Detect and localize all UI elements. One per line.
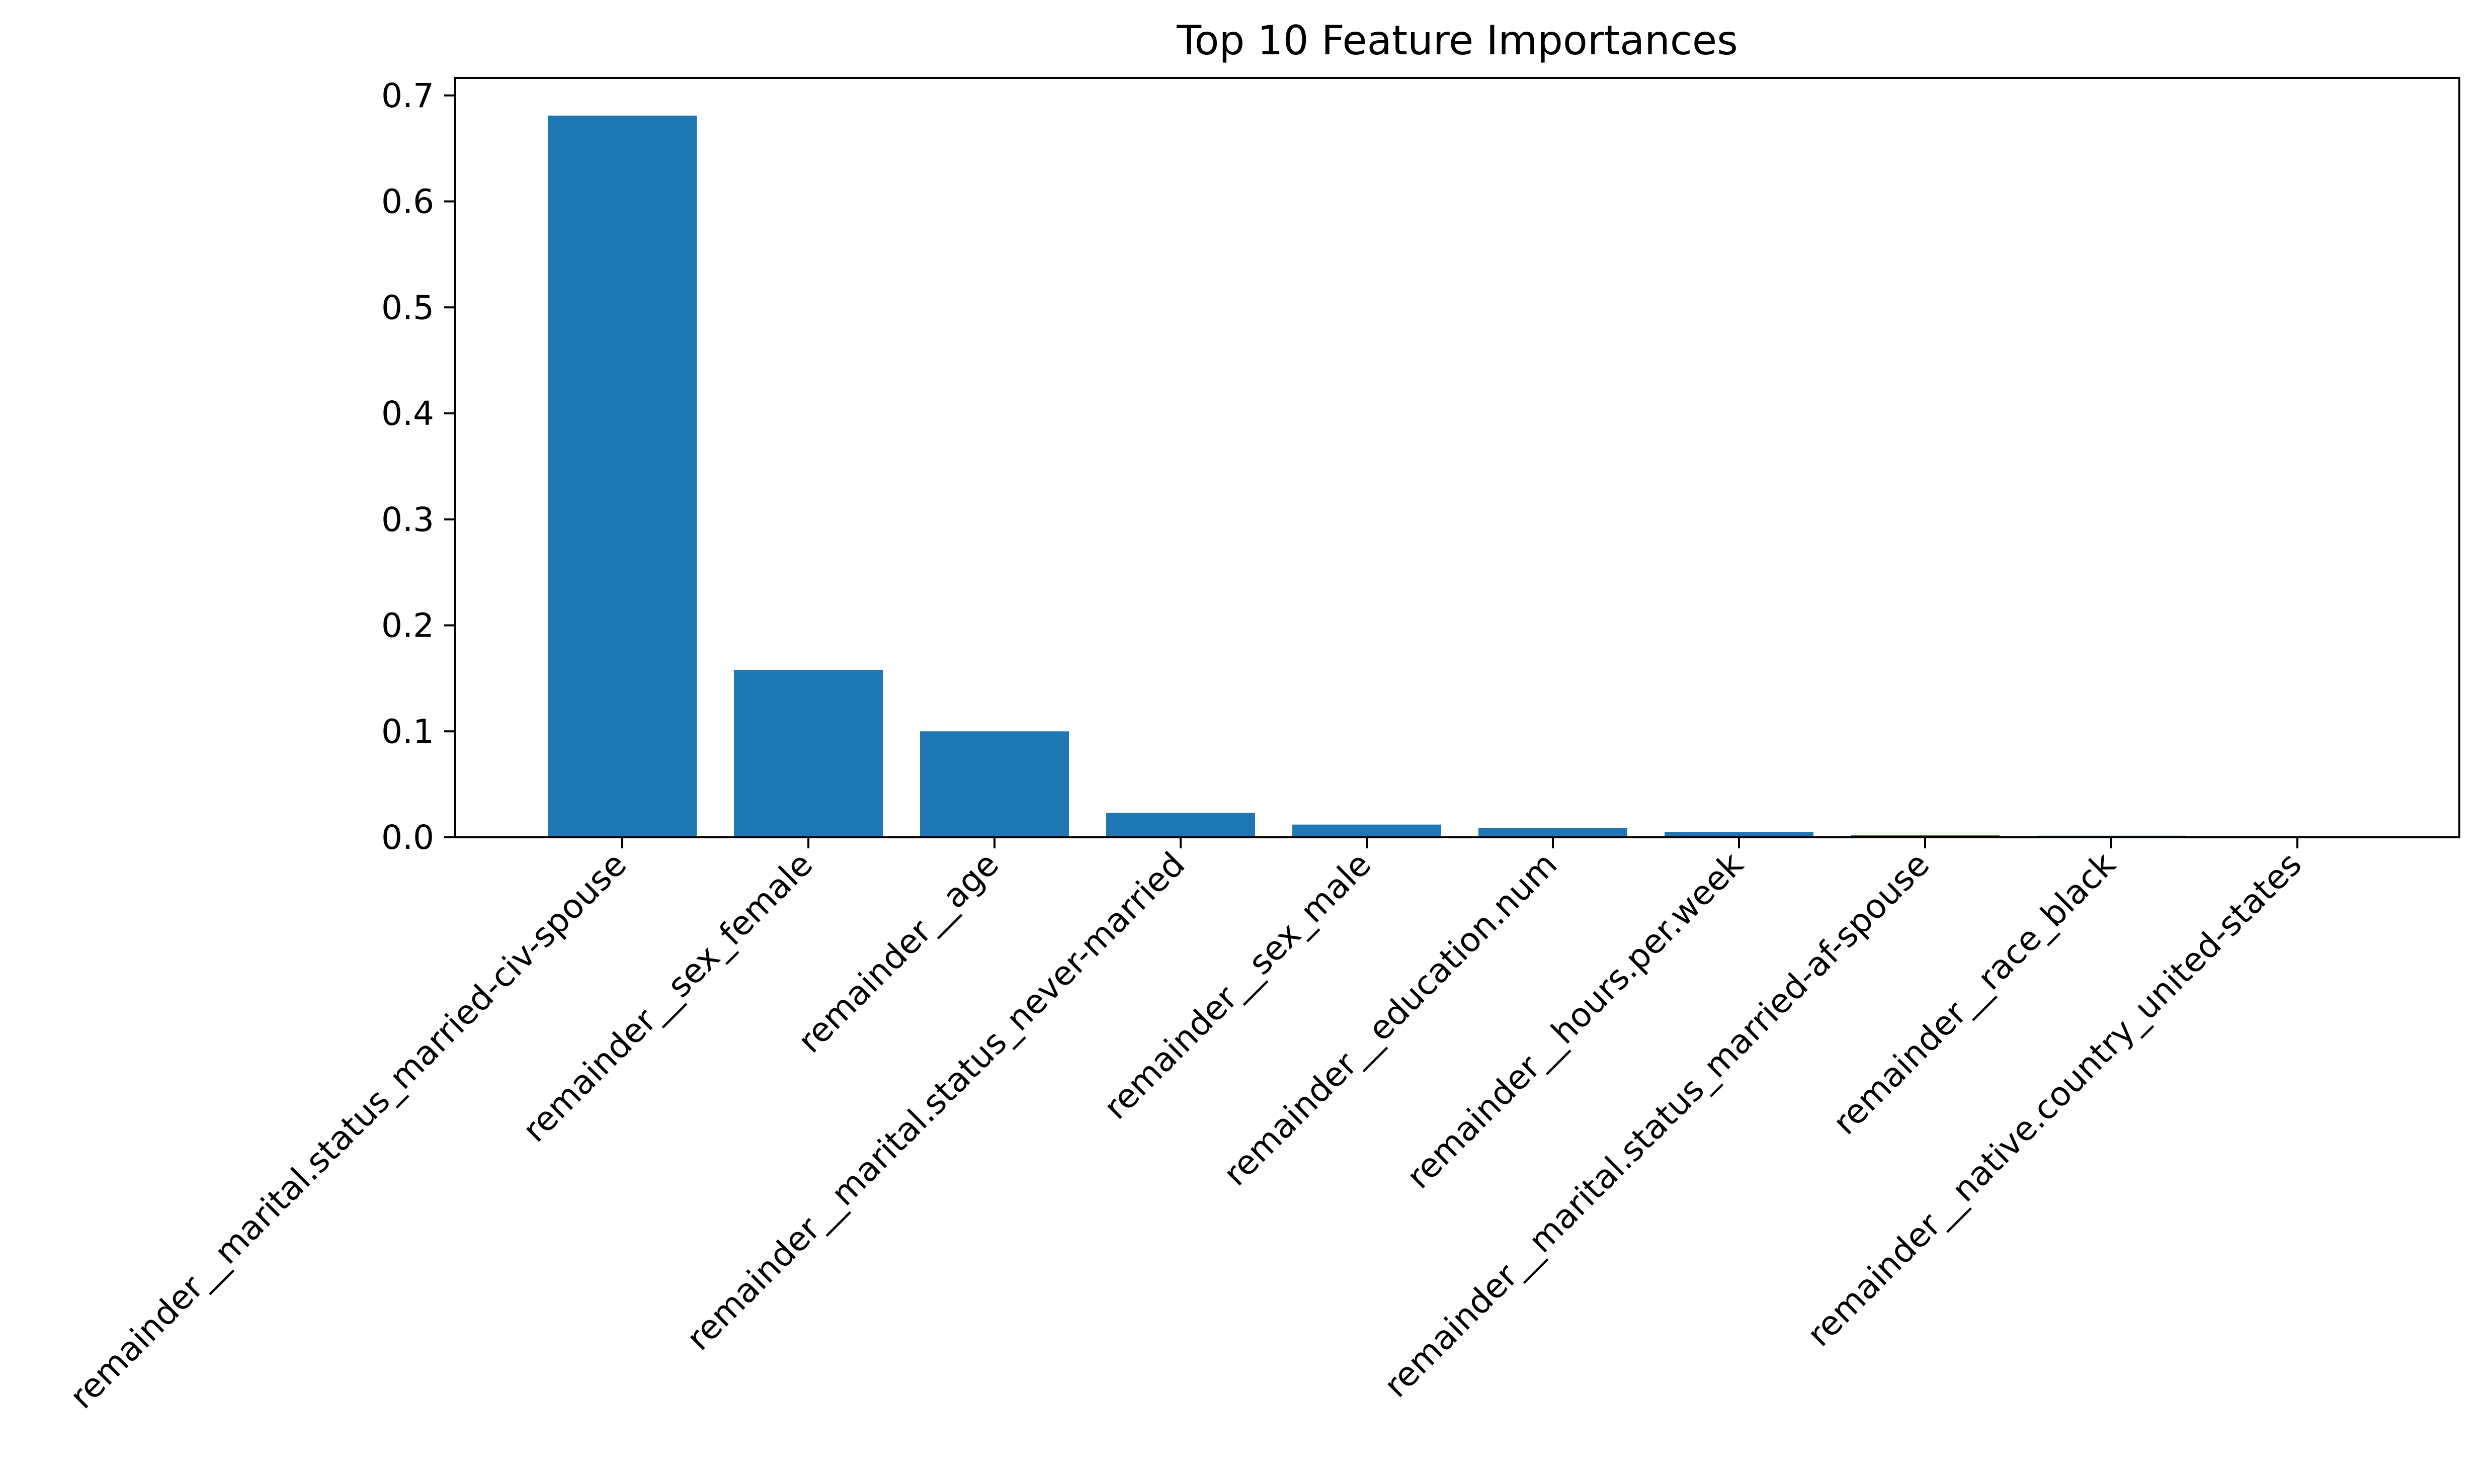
- y-tick-label: 0.3: [381, 500, 434, 539]
- y-tick-label: 0.5: [381, 288, 434, 327]
- plot-frame: [454, 77, 2460, 838]
- y-tick-label: 0.2: [381, 606, 434, 645]
- y-tick-label: 0.1: [381, 712, 434, 751]
- bar-4: [1292, 824, 1441, 837]
- bar-6: [1665, 832, 1813, 837]
- y-axis: 0.0 0.1 0.2 0.3 0.4 0.5 0.6 0.7: [381, 76, 455, 857]
- chart-title: Top 10 Feature Importances: [1176, 17, 1738, 64]
- bar-0: [548, 115, 697, 838]
- y-tick-label: 0.0: [381, 818, 434, 857]
- bar-5: [1478, 828, 1627, 837]
- bar-1: [734, 670, 883, 837]
- y-tick-label: 0.6: [381, 183, 434, 221]
- y-tick-label: 0.7: [381, 76, 434, 115]
- bars-group: [548, 115, 2372, 838]
- bar-3: [1106, 813, 1255, 837]
- bar-7: [1851, 835, 2000, 837]
- bar-2: [920, 731, 1069, 837]
- y-tick-label: 0.4: [381, 394, 434, 433]
